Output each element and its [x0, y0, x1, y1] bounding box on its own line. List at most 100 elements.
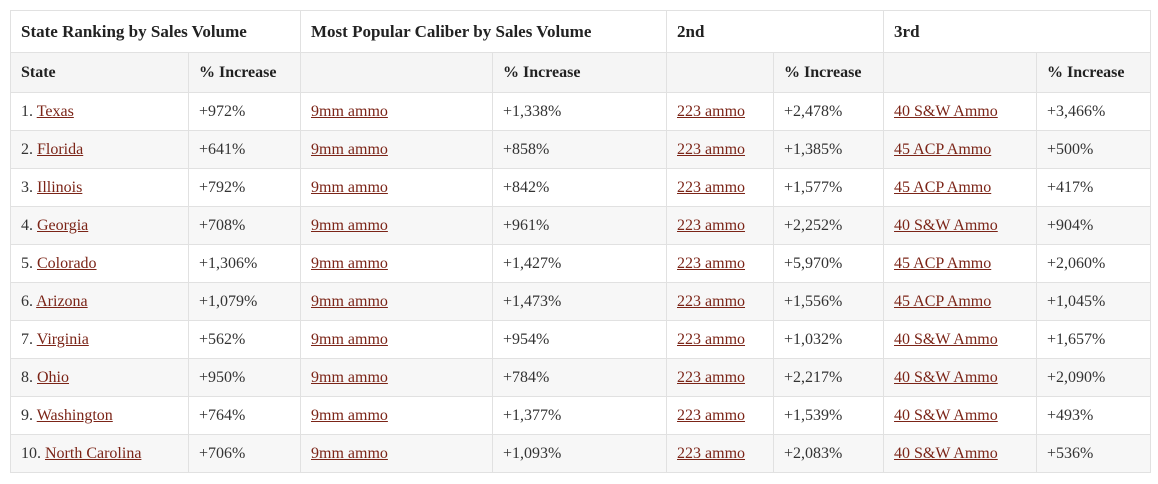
third-caliber-link[interactable]: 40 S&W Ammo [894, 217, 998, 234]
third-caliber-link[interactable]: 40 S&W Ammo [894, 407, 998, 424]
second-caliber-cell: 223 ammo [666, 320, 775, 359]
top-caliber-increase-cell: +1,473% [491, 282, 668, 321]
third-caliber-cell: 40 S&W Ammo [883, 358, 1038, 397]
table-row: 7. Virginia +562% 9mm ammo +954% 223 ammo +1,… [10, 320, 1152, 359]
third-caliber-increase-cell: +3,466% [1036, 92, 1152, 131]
second-caliber-increase-cell: +1,539% [773, 396, 885, 435]
state-link[interactable]: Virginia [36, 331, 89, 348]
third-caliber-link[interactable]: 40 S&W Ammo [894, 103, 998, 120]
rank-label: 3. [21, 179, 37, 196]
group-header-most-popular-caliber: Most Popular Caliber by Sales Volume [299, 10, 668, 53]
sub-header-state: State [10, 52, 189, 93]
top-caliber-link[interactable]: 9mm ammo [311, 255, 388, 272]
third-caliber-increase-cell: +2,060% [1036, 244, 1152, 283]
third-caliber-link[interactable]: 45 ACP Ammo [894, 293, 992, 310]
state-increase-cell: +562% [188, 320, 301, 359]
sub-header-empty-2 [666, 52, 775, 93]
state-increase-cell: +764% [188, 396, 301, 435]
third-caliber-cell: 45 ACP Ammo [883, 168, 1038, 207]
top-caliber-increase-cell: +1,377% [491, 396, 668, 435]
third-caliber-increase-cell: +1,657% [1036, 320, 1152, 359]
top-caliber-cell: 9mm ammo [300, 244, 493, 283]
top-caliber-link[interactable]: 9mm ammo [311, 217, 388, 234]
state-cell: 1. Texas [10, 92, 189, 131]
third-caliber-link[interactable]: 40 S&W Ammo [894, 331, 998, 348]
second-caliber-increase-cell: +1,577% [773, 168, 885, 207]
second-caliber-increase-cell: +2,217% [773, 358, 885, 397]
third-caliber-cell: 40 S&W Ammo [883, 396, 1038, 435]
state-link[interactable]: Illinois [37, 179, 83, 196]
second-caliber-increase-cell: +1,032% [773, 320, 885, 359]
second-caliber-link[interactable]: 223 ammo [677, 445, 746, 462]
table-row: 5. Colorado +1,306% 9mm ammo +1,427% 223 amm… [10, 244, 1152, 283]
top-caliber-cell: 9mm ammo [300, 92, 493, 131]
rank-label: 5. [21, 255, 37, 272]
top-caliber-cell: 9mm ammo [300, 396, 493, 435]
second-caliber-link[interactable]: 223 ammo [677, 141, 746, 158]
second-caliber-link[interactable]: 223 ammo [677, 407, 746, 424]
second-caliber-cell: 223 ammo [666, 168, 775, 207]
sub-header-increase-2: % Increase [491, 52, 668, 93]
state-cell: 8. Ohio [10, 358, 189, 397]
second-caliber-cell: 223 ammo [666, 358, 775, 397]
third-caliber-link[interactable]: 40 S&W Ammo [894, 369, 998, 386]
second-caliber-link[interactable]: 223 ammo [677, 255, 746, 272]
second-caliber-link[interactable]: 223 ammo [677, 217, 746, 234]
table-row: 1. Texas +972% 9mm ammo +1,338% 223 ammo +2,4… [10, 92, 1152, 131]
state-link[interactable]: Colorado [37, 255, 97, 272]
sub-header-increase-4: % Increase [1036, 52, 1152, 93]
state-link[interactable]: Washington [36, 407, 113, 424]
rank-label: 4. [21, 217, 37, 234]
top-caliber-increase-cell: +1,338% [491, 92, 668, 131]
top-caliber-link[interactable]: 9mm ammo [311, 293, 388, 310]
third-caliber-cell: 45 ACP Ammo [883, 130, 1038, 169]
second-caliber-link[interactable]: 223 ammo [677, 179, 746, 196]
group-header-2nd: 2nd [666, 10, 885, 53]
state-cell: 6. Arizona [10, 282, 189, 321]
rank-label: 10. [21, 445, 45, 462]
state-cell: 10. North Carolina [10, 434, 189, 473]
second-caliber-increase-cell: +5,970% [773, 244, 885, 283]
rank-label: 8. [21, 369, 37, 386]
third-caliber-link[interactable]: 45 ACP Ammo [894, 179, 992, 196]
second-caliber-link[interactable]: 223 ammo [677, 103, 746, 120]
state-cell: 4. Georgia [10, 206, 189, 245]
top-caliber-link[interactable]: 9mm ammo [311, 141, 388, 158]
top-caliber-link[interactable]: 9mm ammo [311, 331, 388, 348]
state-increase-cell: +972% [188, 92, 301, 131]
state-cell: 5. Colorado [10, 244, 189, 283]
third-caliber-increase-cell: +493% [1036, 396, 1152, 435]
rank-label: 7. [21, 331, 37, 348]
state-link[interactable]: Georgia [37, 217, 89, 234]
state-link[interactable]: Arizona [36, 293, 88, 310]
second-caliber-link[interactable]: 223 ammo [677, 369, 746, 386]
third-caliber-increase-cell: +417% [1036, 168, 1152, 207]
third-caliber-link[interactable]: 45 ACP Ammo [894, 141, 992, 158]
table-row: 2. Florida +641% 9mm ammo +858% 223 ammo +1,3… [10, 130, 1152, 169]
third-caliber-link[interactable]: 45 ACP Ammo [894, 255, 992, 272]
top-caliber-increase-cell: +961% [491, 206, 668, 245]
state-link[interactable]: Florida [37, 141, 84, 158]
top-caliber-link[interactable]: 9mm ammo [311, 179, 388, 196]
second-caliber-link[interactable]: 223 ammo [677, 293, 746, 310]
second-caliber-link[interactable]: 223 ammo [677, 331, 746, 348]
table-row: 10. North Carolina +706% 9mm ammo +1,093% 22… [10, 434, 1152, 473]
top-caliber-link[interactable]: 9mm ammo [311, 445, 388, 462]
state-link[interactable]: North Carolina [45, 445, 142, 462]
state-increase-cell: +706% [188, 434, 301, 473]
state-link[interactable]: Ohio [37, 369, 69, 386]
state-link[interactable]: Texas [36, 103, 74, 120]
top-caliber-link[interactable]: 9mm ammo [311, 369, 388, 386]
rank-label: 6. [21, 293, 37, 310]
state-increase-cell: +641% [188, 130, 301, 169]
top-caliber-link[interactable]: 9mm ammo [311, 103, 388, 120]
third-caliber-cell: 40 S&W Ammo [883, 92, 1038, 131]
table-row: 8. Ohio +950% 9mm ammo +784% 223 ammo +2,217%… [10, 358, 1152, 397]
third-caliber-cell: 40 S&W Ammo [883, 320, 1038, 359]
third-caliber-cell: 40 S&W Ammo [883, 206, 1038, 245]
top-caliber-link[interactable]: 9mm ammo [311, 407, 388, 424]
second-caliber-cell: 223 ammo [666, 92, 775, 131]
third-caliber-link[interactable]: 40 S&W Ammo [894, 445, 998, 462]
top-caliber-cell: 9mm ammo [300, 358, 493, 397]
top-caliber-increase-cell: +1,427% [491, 244, 668, 283]
